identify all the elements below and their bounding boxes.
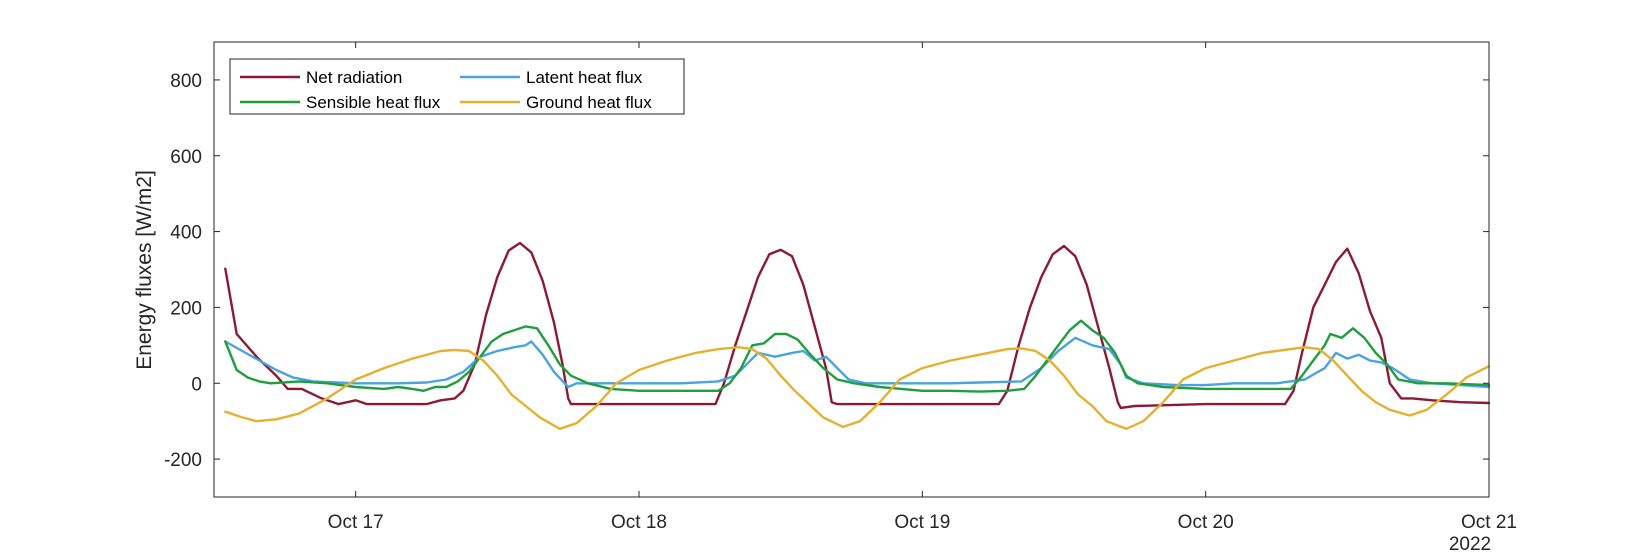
series-line-sensible-heat-flux <box>224 319 1491 393</box>
x-tick-label: Oct 20 <box>1178 512 1234 533</box>
legend-label-net-radiation: Net radiation <box>306 68 402 87</box>
legend-label-latent-heat-flux: Latent heat flux <box>526 68 643 87</box>
legend-box <box>229 58 685 115</box>
y-tick-label: 0 <box>191 374 202 395</box>
series-line-latent-heat-flux <box>224 336 1491 389</box>
y-axis-label: Energy fluxes [W/m2] <box>133 170 156 370</box>
plot-area <box>214 42 1489 497</box>
legend-label-ground-heat-flux: Ground heat flux <box>526 93 652 112</box>
series-layer <box>224 241 1491 430</box>
y-tick-label: 400 <box>170 223 202 244</box>
legend-label-sensible-heat-flux: Sensible heat flux <box>306 93 441 112</box>
x-tick-label: Oct 18 <box>611 512 667 533</box>
ticks-layer: -200 0 200 400 600 800 Oct 17 Oct 18 Oct 19 Oct 2… <box>164 42 1517 533</box>
series-line-net-radiation <box>224 241 1491 410</box>
x-tick-label: Oct 21 <box>1461 512 1517 533</box>
x-tick-label: Oct 17 <box>328 512 384 533</box>
legend: Net radiation Sensible heat flux Latent he… <box>229 58 685 115</box>
plot-frame <box>213 41 1490 498</box>
y-tick-label: 600 <box>170 147 202 168</box>
x-tick-label: Oct 19 <box>894 512 950 533</box>
y-tick-label: 800 <box>170 71 202 92</box>
y-tick-label: 200 <box>170 298 202 319</box>
y-tick-label: -200 <box>164 450 202 471</box>
x-axis-year-label: 2022 <box>1449 534 1491 555</box>
series-line-ground-heat-flux <box>224 346 1491 430</box>
